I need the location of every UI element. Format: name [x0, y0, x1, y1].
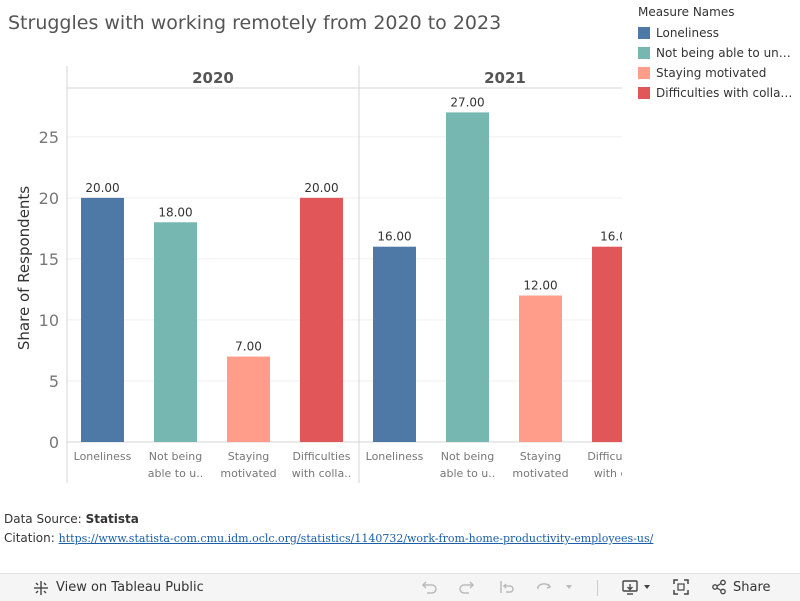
x-tick-label: Not being — [441, 450, 495, 463]
y-tick-label: 25 — [39, 128, 59, 147]
bar-2020-2 — [227, 356, 270, 442]
x-tick-label: with co — [594, 467, 622, 480]
y-tick-label: 15 — [39, 250, 59, 269]
toolbar-divider — [597, 580, 598, 596]
chart-title: Struggles with working remotely from 202… — [8, 12, 502, 34]
share-label: Share — [733, 579, 771, 595]
x-tick-label: Difficultie — [587, 450, 622, 463]
legend-title: Measure Names — [638, 5, 735, 19]
view-on-tableau-public-button[interactable]: View on Tableau Public — [33, 580, 204, 596]
refresh-icon[interactable] — [535, 578, 553, 596]
revert-icon[interactable] — [498, 578, 516, 596]
chevron-down-icon[interactable] — [564, 582, 574, 592]
bar-2021-0 — [373, 246, 416, 442]
bar-2021-3 — [592, 246, 622, 442]
data-label: 27.00 — [450, 95, 484, 109]
source-block: Data Source: Statista Citation: https://… — [4, 510, 653, 548]
legend-item-not-unplug[interactable]: Not being able to unpl… — [638, 43, 800, 63]
data-label: 16.0 — [600, 230, 622, 244]
legend-item-staying-motivated[interactable]: Staying motivated — [638, 63, 800, 83]
data-label: 7.00 — [235, 340, 262, 354]
citation-line: Citation: https://www.statista-com.cmu.i… — [4, 529, 653, 548]
x-tick-label: Difficulties — [292, 450, 350, 463]
x-tick-label: motivated — [512, 467, 568, 480]
x-tick-label: Staying — [520, 450, 562, 463]
data-label: 18.00 — [158, 205, 192, 219]
share-button[interactable]: Share — [711, 579, 771, 595]
data-source-name: Statista — [85, 512, 139, 526]
y-tick-label: 10 — [39, 311, 59, 330]
tableau-logo-icon — [34, 580, 48, 595]
data-label: 12.00 — [523, 279, 557, 293]
chevron-down-icon[interactable] — [642, 582, 652, 592]
citation-link[interactable]: https://www.statista-com.cmu.idm.oclc.or… — [58, 532, 654, 545]
data-source-label: Data Source: — [4, 512, 82, 526]
legend-item-difficulties[interactable]: Difficulties with colla… — [638, 83, 800, 103]
legend-item-loneliness[interactable]: Loneliness — [638, 23, 800, 43]
view-on-tableau-public-label: View on Tableau Public — [56, 580, 204, 595]
x-tick-label: Loneliness — [366, 450, 424, 463]
x-tick-label: able to u.. — [148, 467, 204, 480]
fullscreen-icon[interactable] — [672, 578, 690, 596]
bar-2021-1 — [446, 112, 489, 443]
panel-header-2021: 2021 — [484, 69, 526, 87]
data-source-line: Data Source: Statista — [4, 510, 653, 529]
y-axis-label: Share of Respondents — [15, 186, 33, 350]
legend-swatch — [638, 27, 650, 39]
share-icon — [712, 579, 726, 595]
bar-2020-0 — [81, 197, 124, 442]
data-label: 16.00 — [377, 230, 411, 244]
y-tick-label: 5 — [49, 372, 59, 391]
citation-label: Citation: — [4, 531, 55, 545]
redo-icon[interactable] — [458, 578, 476, 596]
x-tick-label: Not being — [149, 450, 203, 463]
data-label: 20.00 — [85, 181, 119, 195]
y-tick-label: 0 — [49, 433, 59, 452]
legend-label: Not being able to unpl… — [656, 46, 796, 60]
legend-label: Staying motivated — [656, 66, 767, 80]
x-tick-label: with colla.. — [292, 467, 351, 480]
bar-2020-3 — [300, 197, 343, 442]
legend-label: Loneliness — [656, 26, 719, 40]
bar-2020-1 — [154, 222, 197, 442]
bar-chart: 0 5 10 15 20 25 Share of Respondents 2020 20.00 L… — [15, 66, 622, 483]
y-tick-label: 20 — [39, 189, 59, 208]
legend-swatch — [638, 87, 650, 99]
download-icon[interactable] — [621, 578, 641, 596]
panel-header-2020: 2020 — [192, 69, 234, 87]
legend-label: Difficulties with colla… — [656, 86, 793, 100]
x-tick-label: motivated — [220, 467, 276, 480]
legend-swatch — [638, 67, 650, 79]
legend: Measure Names Loneliness Not being able … — [638, 5, 800, 103]
undo-icon[interactable] — [420, 578, 438, 596]
data-label: 20.00 — [304, 181, 338, 195]
x-tick-label: Loneliness — [74, 450, 132, 463]
bar-2021-2 — [519, 295, 562, 442]
x-tick-label: Staying — [228, 450, 270, 463]
x-tick-label: able to u.. — [440, 467, 496, 480]
legend-swatch — [638, 47, 650, 59]
tableau-toolbar: View on Tableau Public Share — [0, 573, 800, 601]
